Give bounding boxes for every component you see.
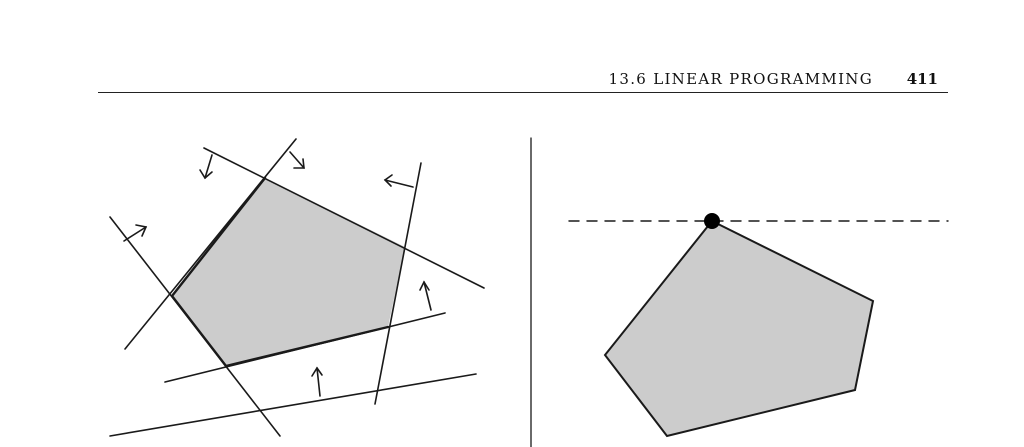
running-head: 13.6 LINEAR PROGRAMMING 411 xyxy=(98,66,948,93)
arrow-icon xyxy=(289,151,305,169)
feasible-polygon xyxy=(603,219,875,438)
arrow-icon xyxy=(383,174,414,188)
feasible-region-edge xyxy=(170,176,390,368)
section-title: 13.6 LINEAR PROGRAMMING xyxy=(608,70,873,88)
arrow-icon xyxy=(199,154,213,180)
constraint-line-top xyxy=(203,147,485,289)
constraint-line-lower xyxy=(109,373,477,437)
arrow-icon xyxy=(123,224,148,242)
constraint-line-left-rising xyxy=(124,138,297,350)
arrow-icon xyxy=(419,280,432,311)
feasible-region xyxy=(172,178,405,366)
arrow-icon xyxy=(311,366,323,397)
optimal-vertex xyxy=(704,213,720,229)
constraint-line-right xyxy=(374,162,422,405)
page-number: 411 xyxy=(906,70,938,88)
